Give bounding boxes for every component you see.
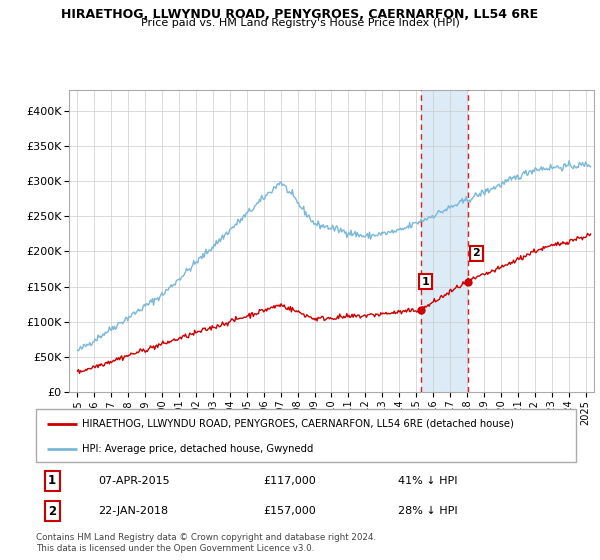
FancyBboxPatch shape [36,409,576,462]
Text: 1: 1 [422,277,430,287]
Text: HPI: Average price, detached house, Gwynedd: HPI: Average price, detached house, Gwyn… [82,444,313,454]
Text: £117,000: £117,000 [263,476,316,486]
Text: £157,000: £157,000 [263,506,316,516]
Text: 2: 2 [473,249,481,259]
Text: HIRAETHOG, LLWYNDU ROAD, PENYGROES, CAERNARFON, LL54 6RE: HIRAETHOG, LLWYNDU ROAD, PENYGROES, CAER… [61,8,539,21]
Text: HIRAETHOG, LLWYNDU ROAD, PENYGROES, CAERNARFON, LL54 6RE (detached house): HIRAETHOG, LLWYNDU ROAD, PENYGROES, CAER… [82,419,514,429]
Bar [421,90,468,392]
Text: 2: 2 [48,505,56,517]
Text: 07-APR-2015: 07-APR-2015 [98,476,170,486]
Text: 41% ↓ HPI: 41% ↓ HPI [398,476,457,486]
Text: 1: 1 [48,474,56,487]
Text: 28% ↓ HPI: 28% ↓ HPI [398,506,457,516]
Text: 22-JAN-2018: 22-JAN-2018 [98,506,168,516]
Text: Contains HM Land Registry data © Crown copyright and database right 2024.
This d: Contains HM Land Registry data © Crown c… [36,533,376,553]
Text: Price paid vs. HM Land Registry's House Price Index (HPI): Price paid vs. HM Land Registry's House … [140,18,460,29]
